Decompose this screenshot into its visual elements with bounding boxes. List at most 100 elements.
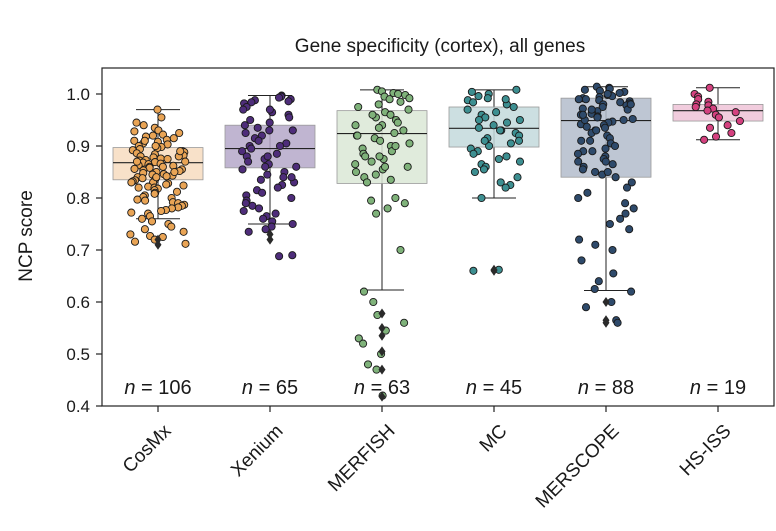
data-point: [134, 183, 143, 192]
data-point: [723, 121, 732, 130]
data-point: [179, 181, 188, 190]
data-point: [615, 88, 624, 98]
n-value: 19: [724, 377, 746, 399]
data-point: [158, 162, 167, 171]
data-point: [386, 110, 395, 119]
data-point: [582, 122, 591, 131]
n-symbol: n: [242, 377, 253, 399]
data-point: [705, 123, 715, 132]
outlier-marker: [266, 229, 274, 240]
y-tick-label: 0.4: [66, 397, 90, 416]
data-point: [588, 147, 597, 156]
data-point: [273, 183, 282, 192]
data-point: [363, 360, 373, 369]
data-point: [263, 170, 272, 179]
data-point: [616, 214, 625, 223]
data-point: [151, 141, 160, 151]
data-point: [405, 139, 414, 148]
data-point: [287, 173, 296, 182]
data-point: [259, 214, 268, 223]
data-point: [625, 225, 634, 234]
data-point: [167, 222, 176, 231]
data-point: [469, 98, 478, 107]
data-point: [246, 115, 255, 125]
data-point: [138, 174, 147, 183]
data-point: [581, 95, 590, 104]
data-point: [399, 126, 408, 135]
data-point: [153, 105, 162, 114]
outlier-marker: [378, 323, 386, 333]
data-point: [575, 235, 584, 244]
data-point: [608, 160, 617, 169]
y-tick-label: 0.7: [66, 241, 90, 260]
data-point: [404, 105, 413, 114]
data-point: [141, 196, 150, 205]
data-point: [126, 230, 135, 239]
data-point: [163, 154, 172, 164]
data-point: [591, 167, 600, 177]
data-point: [148, 131, 158, 140]
data-point: [515, 115, 524, 125]
data-point: [261, 225, 270, 234]
plot-frame: [101, 67, 775, 407]
data-point: [463, 105, 472, 114]
data-point: [619, 115, 628, 125]
data-point: [247, 144, 256, 153]
data-point: [578, 165, 587, 174]
data-point: [474, 115, 484, 125]
n-symbol: n: [466, 377, 477, 399]
outlier-marker: [378, 346, 386, 357]
data-point: [130, 237, 140, 246]
data-point: [603, 89, 612, 99]
data-point: [140, 225, 149, 234]
data-point: [359, 287, 369, 296]
data-point: [592, 126, 601, 135]
data-point: [351, 160, 360, 169]
data-point: [581, 303, 591, 312]
data-point: [629, 204, 638, 213]
data-point: [502, 118, 512, 127]
n-value: 106: [158, 377, 191, 399]
n-value: 45: [500, 377, 522, 399]
data-point: [590, 284, 599, 294]
data-point: [626, 100, 635, 109]
data-point: [265, 105, 274, 114]
data-point: [263, 152, 272, 161]
y-axis-label: NCP score: [16, 190, 37, 282]
data-point: [492, 108, 501, 117]
data-point: [396, 245, 405, 255]
data-point: [496, 126, 505, 135]
data-point: [469, 266, 478, 275]
outlier-marker: [602, 297, 610, 307]
data-point: [130, 136, 139, 145]
data-point: [611, 173, 620, 182]
data-point: [256, 175, 265, 184]
data-point: [288, 219, 297, 229]
data-point: [157, 206, 166, 216]
data-point: [181, 157, 190, 166]
data-point: [583, 188, 592, 197]
data-point: [496, 178, 505, 187]
data-point: [371, 170, 380, 179]
data-point: [351, 167, 361, 177]
data-point: [474, 123, 483, 132]
data-point: [385, 95, 394, 104]
n-equals: =: [253, 377, 276, 399]
data-point: [610, 141, 620, 151]
data-point: [467, 87, 476, 96]
data-point: [574, 95, 583, 104]
data-point: [292, 162, 301, 171]
x-tick-label: CosMx: [119, 420, 176, 477]
data-point: [139, 121, 148, 130]
data-point: [374, 123, 383, 132]
data-point: [258, 188, 267, 197]
data-point: [368, 110, 377, 119]
data-point: [613, 318, 622, 327]
data-point: [287, 193, 296, 203]
data-point: [609, 269, 618, 278]
data-point: [501, 95, 510, 104]
data-point: [380, 162, 390, 171]
x-tick-label: MC: [476, 421, 512, 457]
data-point: [253, 123, 262, 132]
